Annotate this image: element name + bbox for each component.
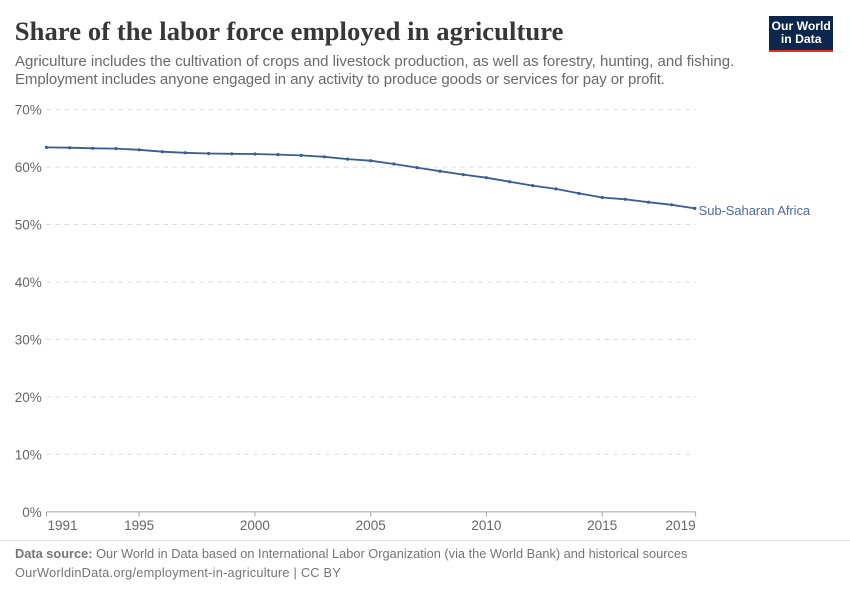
svg-text:0%: 0% — [22, 505, 42, 520]
svg-text:40%: 40% — [15, 275, 42, 290]
svg-text:2019: 2019 — [666, 518, 696, 533]
svg-text:70%: 70% — [15, 103, 42, 118]
svg-text:10%: 10% — [15, 447, 42, 462]
svg-text:2000: 2000 — [240, 518, 270, 533]
svg-text:2015: 2015 — [587, 518, 617, 533]
svg-text:1995: 1995 — [124, 518, 154, 533]
svg-text:30%: 30% — [15, 332, 42, 347]
svg-text:2010: 2010 — [471, 518, 501, 533]
svg-text:2005: 2005 — [356, 518, 386, 533]
svg-text:50%: 50% — [15, 217, 42, 232]
svg-text:20%: 20% — [15, 390, 42, 405]
svg-text:60%: 60% — [15, 160, 42, 175]
svg-text:1991: 1991 — [48, 518, 78, 533]
